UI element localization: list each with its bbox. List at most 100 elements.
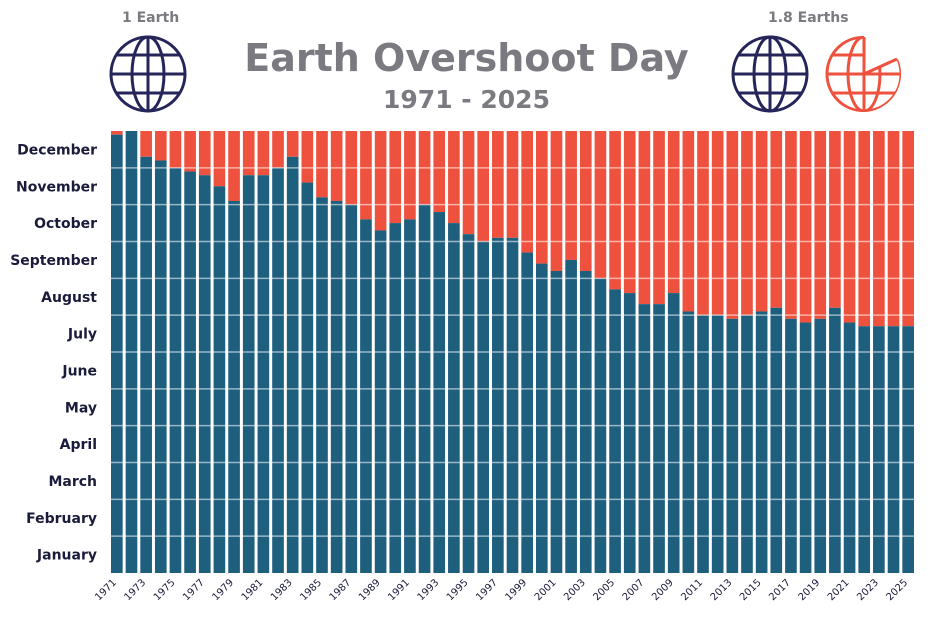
demand-bar <box>785 318 797 573</box>
overshoot-bar <box>448 131 460 224</box>
one-earth-label: 1 Earth <box>122 10 180 26</box>
overshoot-bar <box>858 131 871 327</box>
demand-bar <box>697 315 709 573</box>
month-label: August <box>41 290 97 306</box>
demand-bar <box>667 293 680 573</box>
year-tick-label: 2021 <box>826 577 852 603</box>
overshoot-bar <box>902 131 914 327</box>
demand-bar <box>843 322 856 573</box>
overshoot-bar <box>301 131 314 183</box>
overshoot-bar <box>623 131 636 294</box>
demand-bar <box>550 270 563 573</box>
chart-subtitle: 1971 - 2025 <box>383 85 550 114</box>
demand-bar <box>535 263 548 573</box>
overshoot-bar <box>741 131 753 316</box>
year-tick-label: 1985 <box>298 577 324 603</box>
demand-bar <box>609 289 621 573</box>
year-tick-label: 1981 <box>240 577 266 603</box>
month-label: June <box>61 363 97 379</box>
overshoot-bar <box>653 131 665 305</box>
overshoot-bar <box>462 131 475 235</box>
overshoot-bar <box>755 131 768 312</box>
year-tick-label: 2003 <box>562 577 588 603</box>
demand-bar <box>506 237 519 574</box>
overshoot-bar <box>316 131 328 198</box>
year-tick-label: 2001 <box>533 577 559 603</box>
overshoot-bar <box>169 131 182 168</box>
year-tick-label: 1979 <box>210 577 236 603</box>
year-tick-label: 2015 <box>738 577 764 603</box>
demand-bar <box>755 311 768 573</box>
overshoot-bar <box>770 131 783 308</box>
overshoot-bar <box>389 131 402 224</box>
demand-bar <box>140 156 152 574</box>
overshoot-bar <box>667 131 680 294</box>
year-tick-label: 1989 <box>357 577 383 603</box>
demand-bar <box>492 237 504 574</box>
demand-bar <box>653 304 665 573</box>
demand-bar <box>638 304 651 573</box>
demand-bar <box>184 171 196 573</box>
year-tick-label: 2013 <box>709 577 735 603</box>
demand-bar <box>565 259 577 573</box>
year-tick-label: 2007 <box>621 577 647 603</box>
month-label: December <box>17 142 97 158</box>
month-label: May <box>65 400 97 416</box>
demand-bar <box>228 200 240 573</box>
demand-bar <box>814 318 827 573</box>
demand-bar <box>198 175 211 573</box>
overshoot-bar <box>154 131 167 161</box>
overshoot-bar <box>140 131 152 157</box>
demand-bar <box>257 175 270 573</box>
globe-icon <box>109 35 187 113</box>
overshoot-bar <box>286 131 299 157</box>
demand-bar <box>301 182 314 574</box>
overshoot-bar <box>257 131 270 176</box>
overshoot-bar <box>814 131 827 319</box>
year-tick-label: 2009 <box>650 577 676 603</box>
year-tick-label: 1987 <box>328 577 354 603</box>
year-tick-label: 2017 <box>767 577 793 603</box>
demand-bar <box>389 223 402 574</box>
overshoot-bar <box>521 131 533 253</box>
demand-bar <box>154 160 167 573</box>
month-label: February <box>26 511 97 527</box>
demand-bar <box>726 318 739 573</box>
demand-bar <box>433 212 446 574</box>
demand-bar <box>330 200 343 573</box>
overshoot-bar <box>726 131 739 319</box>
demand-bar <box>682 311 695 573</box>
overshoot-bar <box>829 131 841 308</box>
overshoot-bar <box>111 131 123 135</box>
overshoot-bar <box>492 131 504 238</box>
demand-bar <box>111 134 123 573</box>
earths-needed-label: 1.8 Earths <box>768 10 849 26</box>
month-label: July <box>67 327 97 343</box>
overshoot-bar <box>785 131 797 319</box>
overshoot-bar <box>198 131 211 176</box>
overshoot-bar <box>272 131 284 168</box>
demand-bar <box>770 307 783 573</box>
overshoot-bar <box>887 131 900 327</box>
year-tick-label: 1975 <box>152 577 178 603</box>
demand-bar <box>448 223 460 574</box>
overshoot-bar <box>477 131 490 242</box>
year-tick-label: 2023 <box>855 577 881 603</box>
overshoot-bar <box>638 131 651 305</box>
demand-bar <box>272 167 284 574</box>
partial-globe-icon <box>825 35 902 112</box>
year-tick-label: 2019 <box>797 577 823 603</box>
month-label: April <box>60 437 97 453</box>
year-tick-label: 1983 <box>269 577 295 603</box>
demand-bar <box>242 175 255 573</box>
overshoot-bar <box>374 131 387 231</box>
year-tick-label: 1971 <box>93 577 119 603</box>
month-label: March <box>48 474 97 490</box>
year-tick-label: 2025 <box>885 577 911 603</box>
demand-bar <box>213 186 226 573</box>
overshoot-bar <box>404 131 416 220</box>
year-tick-label: 1977 <box>181 577 207 603</box>
demand-bar <box>579 270 592 573</box>
demand-bar <box>858 326 871 573</box>
overshoot-bar <box>360 131 372 220</box>
